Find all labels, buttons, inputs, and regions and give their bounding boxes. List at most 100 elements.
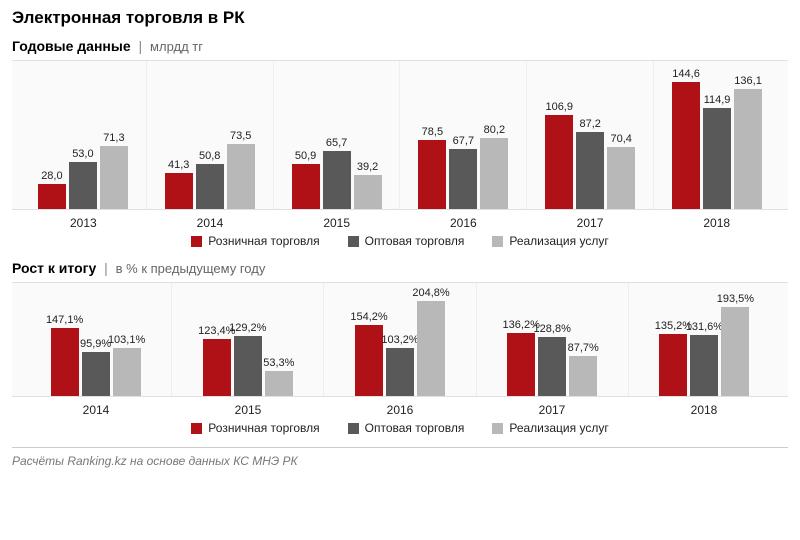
- bar-wrap: 131,6%: [690, 321, 718, 396]
- bar: [607, 147, 635, 209]
- bar: [100, 146, 128, 209]
- bar-wrap: 106,9: [545, 101, 573, 209]
- bar-wrap: 53,0: [69, 148, 97, 209]
- bar-wrap: 39,2: [354, 161, 382, 209]
- bar-value-label: 41,3: [168, 159, 189, 171]
- legend-item: Розничная торговля: [191, 234, 319, 248]
- bar: [165, 173, 193, 209]
- bar: [538, 337, 566, 396]
- bar-wrap: 65,7: [323, 137, 351, 209]
- bar: [417, 301, 445, 396]
- bar-wrap: 78,5: [418, 126, 446, 209]
- chart2-plot: 147,1%95,9%103,1%123,4%129,2%53,3%154,2%…: [12, 282, 788, 397]
- bar-value-label: 78,5: [422, 126, 443, 138]
- bar-value-label: 147,1%: [46, 314, 83, 326]
- legend-label: Розничная торговля: [208, 421, 319, 435]
- legend-swatch: [348, 423, 359, 434]
- bar-wrap: 80,2: [480, 124, 508, 209]
- bar-wrap: 87,7%: [569, 342, 597, 397]
- bar: [418, 140, 446, 209]
- chart1-unit: млрдд тг: [150, 39, 203, 54]
- bar-value-label: 70,4: [611, 133, 632, 145]
- chart1-subtitle: Годовые данные | млрдд тг: [12, 38, 788, 54]
- bar-wrap: 50,8: [196, 150, 224, 209]
- year-group: 28,0 53,0 71,3: [20, 61, 147, 209]
- page-title: Электронная торговля в РК: [12, 8, 788, 28]
- bar-value-label: 144,6: [672, 68, 700, 80]
- legend-label: Реализация услуг: [509, 421, 608, 435]
- bar-value-label: 65,7: [326, 137, 347, 149]
- bar: [545, 115, 573, 209]
- bar: [323, 151, 351, 209]
- chart1-legend: Розничная торговля Оптовая торговля Реализ…: [12, 234, 788, 248]
- bar-value-label: 53,3%: [263, 357, 294, 369]
- x-tick: 2013: [20, 212, 147, 230]
- x-tick: 2016: [400, 212, 527, 230]
- bar-wrap: 129,2%: [234, 322, 262, 396]
- bar: [113, 348, 141, 396]
- x-tick: 2018: [653, 212, 780, 230]
- year-group: 78,5 67,7 80,2: [400, 61, 527, 209]
- bar: [234, 336, 262, 396]
- legend-label: Реализация услуг: [509, 234, 608, 248]
- bar-value-label: 73,5: [230, 130, 251, 142]
- bar: [480, 138, 508, 209]
- x-tick: 2015: [273, 212, 400, 230]
- chart2-subtitle: Рост к итогу | в % к предыдущему году: [12, 260, 788, 276]
- bar-wrap: 204,8%: [417, 287, 445, 396]
- separator: |: [139, 38, 143, 54]
- bar-value-label: 128,8%: [534, 323, 571, 335]
- bar-wrap: 71,3: [100, 132, 128, 209]
- bar-value-label: 71,3: [103, 132, 124, 144]
- legend-label: Оптовая торговля: [365, 234, 465, 248]
- x-tick: 2014: [20, 399, 172, 417]
- bar-wrap: 67,7: [449, 135, 477, 209]
- bar: [386, 348, 414, 396]
- legend-label: Розничная торговля: [208, 234, 319, 248]
- x-tick: 2017: [476, 399, 628, 417]
- year-group: 135,2%131,6%193,5%: [629, 283, 780, 396]
- bar-wrap: 50,9: [292, 150, 320, 209]
- bar: [292, 164, 320, 209]
- bar-value-label: 106,9: [545, 101, 573, 113]
- year-group: 41,3 50,8 73,5: [147, 61, 274, 209]
- bar-value-label: 50,8: [199, 150, 220, 162]
- bar: [703, 108, 731, 209]
- bar-wrap: 103,2%: [386, 334, 414, 396]
- year-group: 106,987,270,4: [527, 61, 654, 209]
- legend-item: Оптовая торговля: [348, 421, 465, 435]
- year-group: 144,6114,9136,1: [654, 61, 780, 209]
- year-group: 50,9 65,7 39,2: [274, 61, 401, 209]
- bar-value-label: 95,9%: [80, 338, 111, 350]
- legend-item: Розничная торговля: [191, 421, 319, 435]
- bar-wrap: 154,2%: [355, 311, 383, 396]
- bar-value-label: 67,7: [453, 135, 474, 147]
- year-group: 136,2%128,8%87,7%: [477, 283, 629, 396]
- separator: |: [104, 260, 108, 276]
- bar: [51, 328, 79, 396]
- bar-wrap: 41,3: [165, 159, 193, 209]
- bar-value-label: 136,1: [734, 75, 762, 87]
- year-group: 154,2%103,2%204,8%: [324, 283, 476, 396]
- bar: [672, 82, 700, 209]
- bar-wrap: 53,3%: [265, 357, 293, 396]
- bar-wrap: 70,4: [607, 133, 635, 209]
- bar: [507, 333, 535, 396]
- bar-wrap: 136,1: [734, 75, 762, 209]
- bar-value-label: 103,1%: [108, 334, 145, 346]
- year-group: 147,1%95,9%103,1%: [20, 283, 172, 396]
- x-tick: 2018: [628, 399, 780, 417]
- bar-value-label: 80,2: [484, 124, 505, 136]
- bar: [449, 149, 477, 209]
- legend-swatch: [348, 236, 359, 247]
- bar-wrap: 144,6: [672, 68, 700, 209]
- bar-wrap: 147,1%: [51, 314, 79, 396]
- bar-wrap: 135,2%: [659, 320, 687, 396]
- bar-value-label: 87,7%: [568, 342, 599, 354]
- bar-value-label: 28,0: [41, 170, 62, 182]
- chart1-plot: 28,0 53,0 71,3 41,3 50,8 73,5 50,9 65,7 39,2 78,5…: [12, 60, 788, 210]
- x-tick: 2014: [147, 212, 274, 230]
- chart2-unit: в % к предыдущему году: [116, 261, 266, 276]
- legend-swatch: [191, 423, 202, 434]
- bar: [659, 334, 687, 396]
